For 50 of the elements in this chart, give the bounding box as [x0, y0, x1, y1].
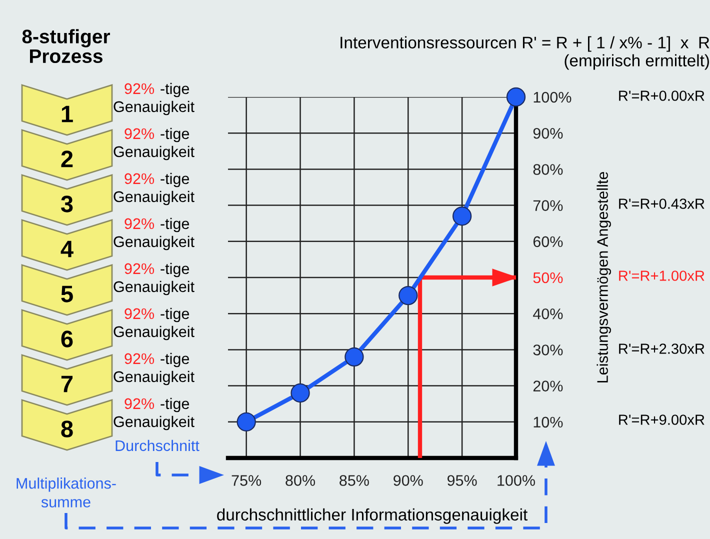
- text: 8-stufiger Prozess: [22, 29, 110, 64]
- y-tick-label: 100%: [534, 92, 572, 103]
- text: R'=R+0.43xR: [619, 198, 704, 209]
- text: 92% -tige Genauigkeit: [114, 262, 194, 296]
- y-tick-label: 60%: [533, 236, 563, 248]
- x-tick-label: 85%: [340, 475, 369, 486]
- x-axis-title: durchschnittlicher Informationsgenauigkeit: [217, 508, 528, 524]
- text: 2: [61, 150, 73, 168]
- point: [344, 347, 364, 366]
- text: 92% -tige Genauigkeit: [114, 308, 194, 340]
- text: 6: [61, 330, 73, 348]
- point: [452, 206, 472, 226]
- text: 92% -tige Genauigkeit: [114, 398, 194, 430]
- text: 1: [62, 106, 73, 122]
- text: R'=R+0.00xR: [619, 90, 704, 101]
- x-tick-label: 90%: [394, 475, 423, 486]
- text: 8: [61, 420, 73, 438]
- point: [506, 87, 526, 107]
- text: 92% -tige Genauigkeit: [114, 218, 194, 250]
- text: (empirisch ermittelt): [564, 54, 709, 70]
- x-tick-label: 95%: [447, 475, 477, 486]
- text: 5: [61, 286, 73, 302]
- text: 4: [60, 240, 74, 258]
- text: 92% -tige Genauigkeit: [114, 128, 194, 160]
- y-tick-label: 80%: [533, 164, 563, 175]
- x-tick-label: 100%: [498, 475, 535, 486]
- text: 92% -tige Genauigkeit: [114, 172, 194, 206]
- y-tick-label: 50%: [533, 272, 563, 284]
- y-tick-label: 70%: [533, 200, 563, 211]
- text: R'=R+1.00xR: [619, 270, 704, 281]
- y-tick-label: 40%: [533, 308, 563, 320]
- text: Multiplikations- summe: [16, 478, 116, 508]
- text: 92% -tige Genauigkeit: [114, 82, 194, 116]
- y-tick-label: 30%: [533, 344, 563, 356]
- chart-title: Interventionsressourcen R' = R + [ 1 / x% - 1] x R: [340, 36, 710, 52]
- text: R'=R+9.00xR: [619, 414, 704, 425]
- text: Durchschnitt: [116, 440, 200, 452]
- text: 92% -tige Genauigkeit: [114, 352, 194, 386]
- point: [236, 412, 256, 432]
- point: [398, 286, 418, 306]
- text: 7: [61, 376, 73, 392]
- x-tick-label: 80%: [286, 475, 316, 486]
- text: 3: [60, 196, 73, 212]
- y-tick-label: 90%: [533, 128, 563, 139]
- point: [290, 383, 310, 403]
- text: R'=R+2.30xR: [619, 344, 704, 354]
- y-axis-title: Leistungsvermögen Angestellte: [596, 172, 611, 382]
- x-tick-label: 75%: [232, 475, 262, 486]
- y-tick-label: 10%: [534, 416, 563, 428]
- y-tick-label: 20%: [533, 380, 563, 392]
